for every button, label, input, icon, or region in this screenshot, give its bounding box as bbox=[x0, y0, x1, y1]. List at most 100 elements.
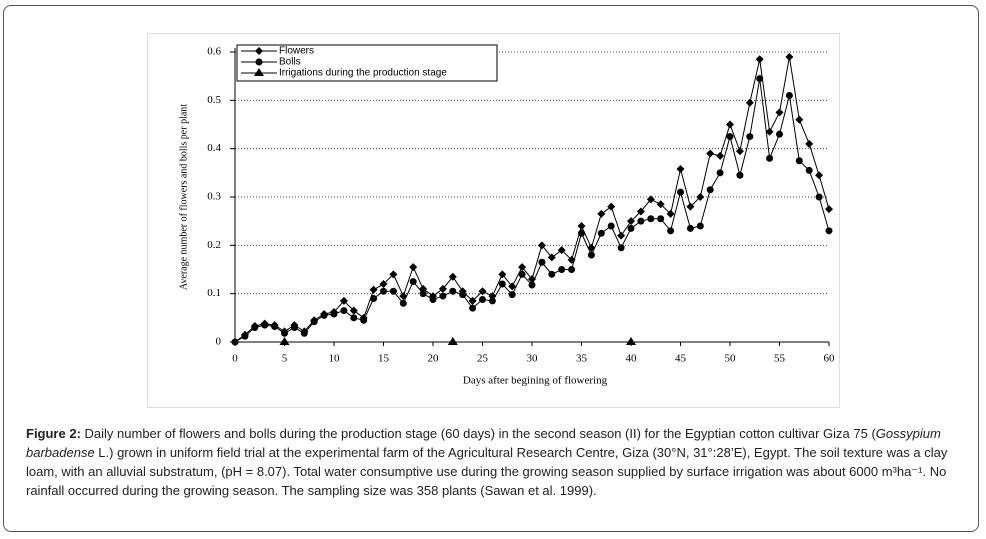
marker bbox=[438, 284, 447, 293]
legend-marker bbox=[255, 47, 263, 55]
marker bbox=[825, 205, 833, 214]
marker bbox=[449, 287, 457, 295]
y-tick-label: 0.1 bbox=[207, 287, 221, 299]
marker bbox=[795, 115, 804, 124]
marker bbox=[607, 202, 616, 211]
marker bbox=[756, 75, 764, 83]
x-tick-label: 50 bbox=[725, 353, 737, 365]
marker bbox=[279, 337, 290, 345]
marker bbox=[627, 217, 635, 226]
plot-background bbox=[147, 33, 840, 408]
caption: Figure 2: Daily number of flowers and bo… bbox=[26, 424, 961, 500]
marker bbox=[766, 154, 774, 162]
marker bbox=[617, 231, 626, 240]
marker bbox=[646, 195, 655, 204]
marker bbox=[736, 171, 744, 179]
marker bbox=[815, 171, 824, 180]
marker bbox=[706, 149, 715, 158]
legend-label: Bolls bbox=[279, 57, 301, 68]
legend-marker bbox=[254, 68, 264, 76]
marker bbox=[726, 133, 734, 141]
marker bbox=[379, 280, 388, 288]
marker bbox=[340, 307, 348, 315]
marker bbox=[538, 258, 546, 266]
marker bbox=[518, 263, 527, 272]
marker bbox=[419, 290, 427, 298]
marker bbox=[657, 215, 665, 223]
marker bbox=[528, 281, 536, 289]
marker bbox=[479, 295, 486, 303]
marker bbox=[547, 253, 556, 262]
marker bbox=[281, 329, 288, 337]
marker bbox=[735, 147, 744, 156]
marker bbox=[815, 193, 823, 201]
marker bbox=[716, 151, 725, 160]
marker bbox=[825, 227, 833, 235]
marker bbox=[805, 139, 814, 148]
marker bbox=[261, 321, 269, 329]
x-tick-label: 0 bbox=[232, 353, 238, 365]
marker bbox=[447, 337, 458, 345]
marker bbox=[399, 299, 407, 307]
marker bbox=[636, 207, 645, 216]
marker bbox=[597, 229, 605, 237]
marker bbox=[686, 224, 694, 232]
marker bbox=[350, 314, 358, 322]
marker bbox=[587, 251, 595, 259]
legend-label: Flowers bbox=[279, 46, 314, 57]
marker bbox=[380, 287, 387, 295]
marker bbox=[746, 133, 754, 141]
legend-label: Irrigations during the production stage bbox=[279, 68, 447, 79]
marker bbox=[557, 246, 566, 255]
marker bbox=[548, 270, 556, 278]
marker bbox=[290, 324, 298, 332]
caption-species: Gossypium barbadense bbox=[26, 426, 941, 460]
marker bbox=[626, 337, 636, 345]
marker bbox=[686, 202, 695, 211]
figure-frame bbox=[3, 5, 979, 532]
marker bbox=[776, 130, 783, 138]
marker bbox=[726, 120, 734, 129]
y-tick-label: 0.5 bbox=[207, 94, 221, 106]
marker bbox=[498, 280, 506, 288]
marker bbox=[656, 200, 665, 209]
marker bbox=[339, 296, 348, 305]
marker bbox=[369, 285, 378, 294]
marker bbox=[666, 209, 675, 218]
marker bbox=[349, 306, 358, 315]
marker bbox=[597, 209, 606, 218]
marker bbox=[448, 272, 457, 281]
marker bbox=[676, 164, 685, 173]
marker bbox=[805, 166, 813, 174]
x-tick-label: 20 bbox=[428, 353, 440, 365]
marker bbox=[627, 224, 635, 232]
x-tick-label: 40 bbox=[626, 353, 638, 365]
marker bbox=[716, 169, 724, 177]
y-tick-label: 0 bbox=[216, 336, 222, 348]
marker bbox=[667, 227, 675, 235]
x-axis-label: Days after begining of flowering bbox=[463, 375, 608, 387]
y-axis-label: Average number of flowers and bolls per … bbox=[178, 104, 189, 290]
marker bbox=[469, 304, 477, 312]
caption-label: Figure 2: bbox=[26, 426, 81, 441]
marker bbox=[578, 229, 585, 237]
series-line bbox=[234, 56, 830, 343]
y-tick-label: 0.2 bbox=[207, 239, 221, 251]
x-tick-label: 30 bbox=[527, 353, 539, 365]
marker bbox=[617, 244, 625, 252]
marker bbox=[755, 55, 764, 64]
marker bbox=[429, 295, 437, 303]
marker bbox=[389, 287, 397, 295]
marker bbox=[271, 323, 279, 331]
marker bbox=[498, 270, 507, 279]
x-tick-label: 60 bbox=[824, 353, 836, 365]
legend-box bbox=[236, 44, 498, 82]
marker bbox=[607, 222, 615, 230]
marker bbox=[706, 186, 714, 194]
marker bbox=[310, 318, 318, 326]
marker bbox=[677, 188, 684, 196]
legend-marker bbox=[255, 58, 263, 66]
marker bbox=[508, 282, 517, 291]
marker bbox=[488, 297, 496, 305]
x-tick-label: 55 bbox=[774, 353, 786, 365]
